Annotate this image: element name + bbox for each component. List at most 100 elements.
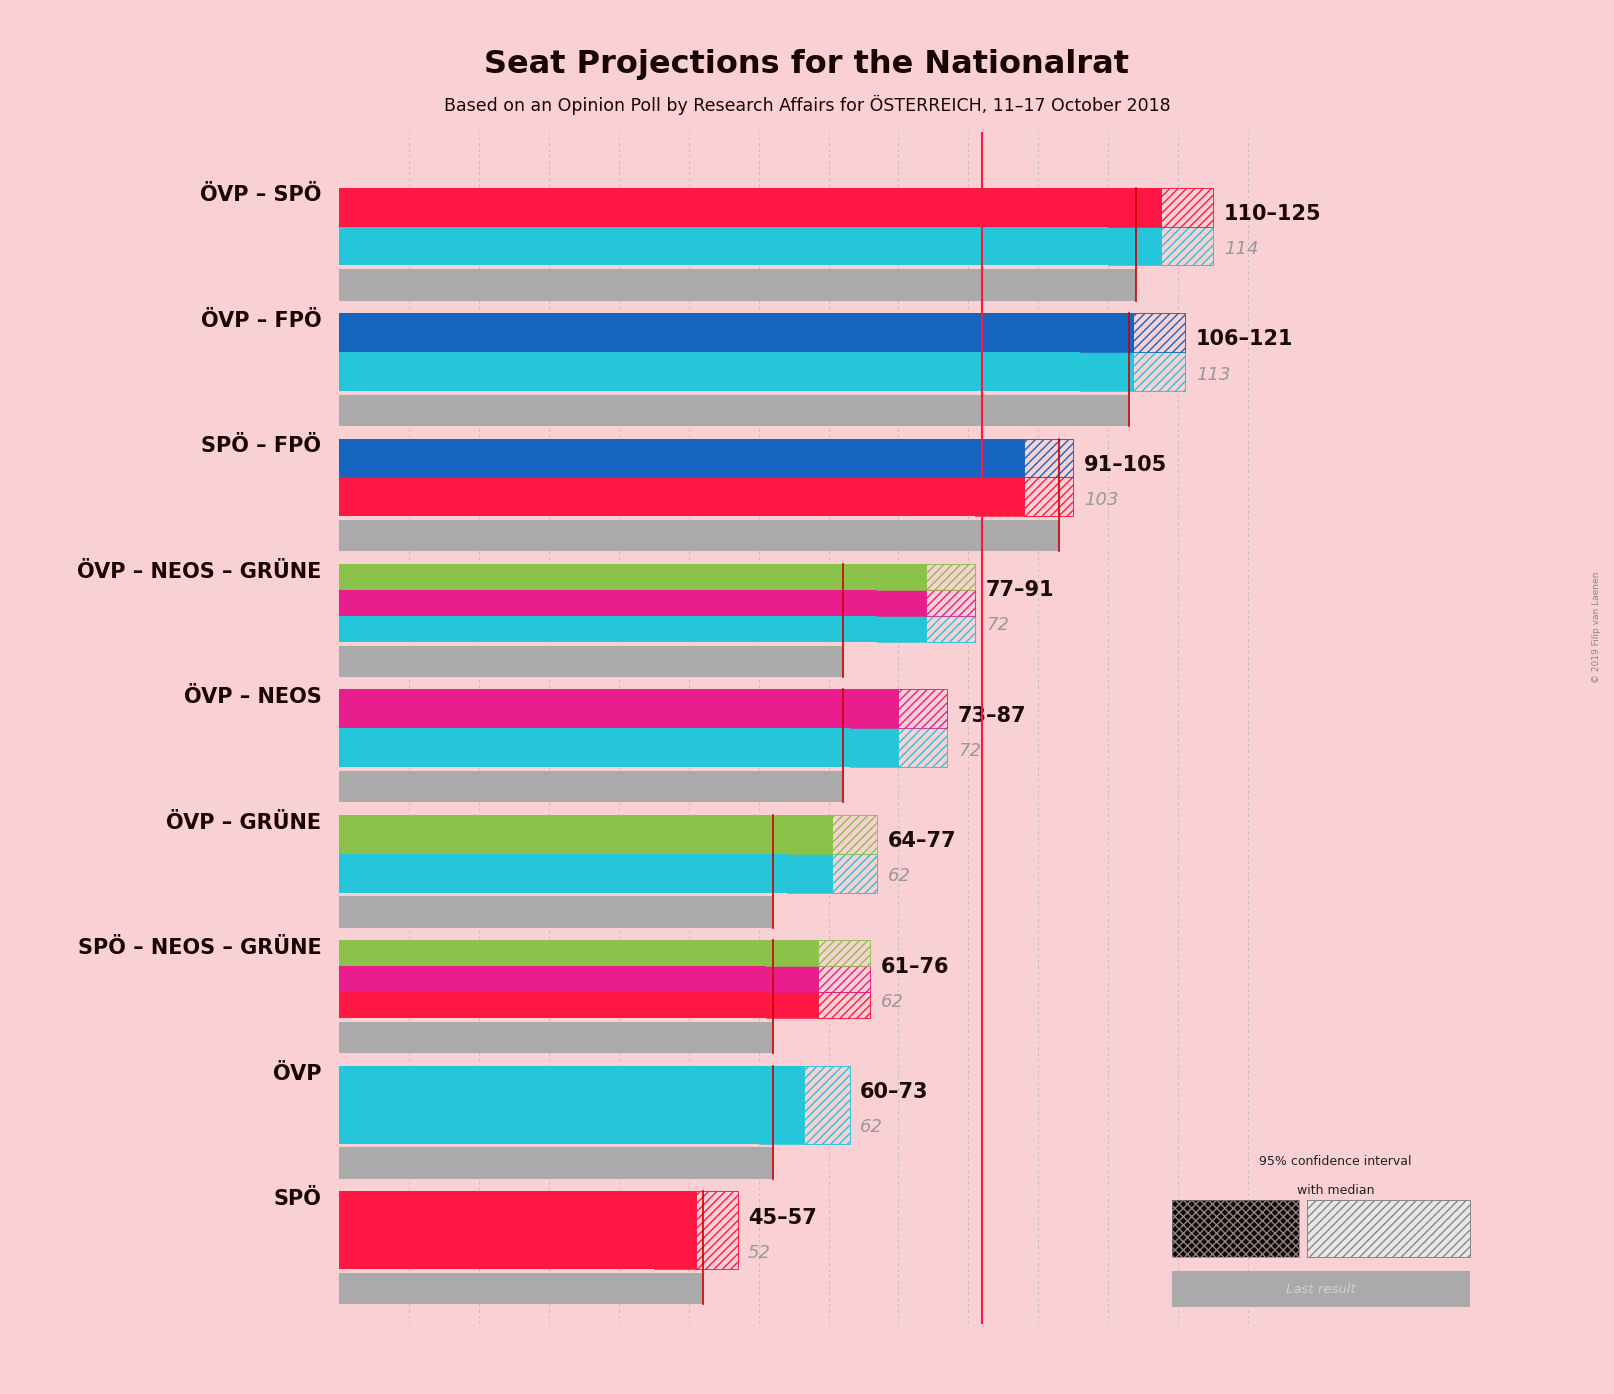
Bar xyxy=(849,729,899,767)
Bar xyxy=(1133,314,1185,353)
Bar xyxy=(1080,314,1133,353)
Bar xyxy=(878,590,926,616)
Text: ÖVP – NEOS – GRÜNE: ÖVP – NEOS – GRÜNE xyxy=(77,562,321,581)
Bar xyxy=(833,815,878,853)
Text: 52: 52 xyxy=(747,1243,771,1262)
Bar xyxy=(1307,1200,1470,1257)
Bar xyxy=(339,353,1080,390)
Text: SPÖ: SPÖ xyxy=(274,1189,321,1209)
Text: 95% confidence interval: 95% confidence interval xyxy=(1259,1156,1412,1168)
Bar xyxy=(926,616,975,641)
Bar xyxy=(339,1147,773,1179)
Text: 113: 113 xyxy=(1196,365,1230,383)
Bar xyxy=(1160,188,1214,226)
Text: SPÖ – FPÖ: SPÖ – FPÖ xyxy=(202,436,321,456)
Bar xyxy=(818,941,870,966)
Bar xyxy=(878,616,926,641)
Bar xyxy=(1133,353,1185,390)
Bar xyxy=(339,896,773,928)
Bar xyxy=(339,590,878,616)
Text: © 2019 Filip van Laenen: © 2019 Filip van Laenen xyxy=(1591,572,1601,683)
Bar xyxy=(339,1273,702,1305)
Bar xyxy=(339,690,849,729)
Bar xyxy=(759,1066,804,1143)
Bar xyxy=(1109,188,1160,226)
Bar xyxy=(818,993,870,1018)
Bar xyxy=(833,815,878,853)
Bar xyxy=(339,188,1109,226)
Bar xyxy=(899,729,947,767)
Text: 62: 62 xyxy=(888,867,910,885)
Bar xyxy=(765,993,818,1018)
Bar xyxy=(899,729,947,767)
Bar xyxy=(804,1066,849,1143)
Bar xyxy=(818,966,870,993)
Text: Last result: Last result xyxy=(1286,1284,1356,1296)
Bar xyxy=(1109,188,1160,226)
Bar xyxy=(1025,439,1073,478)
Bar xyxy=(765,993,818,1018)
Text: 62: 62 xyxy=(881,993,904,1011)
Bar xyxy=(1160,226,1214,265)
Bar xyxy=(786,853,833,892)
Bar xyxy=(1080,353,1133,390)
Bar xyxy=(1109,226,1160,265)
Bar xyxy=(696,1192,738,1269)
Text: SPÖ – NEOS – GRÜNE: SPÖ – NEOS – GRÜNE xyxy=(77,938,321,958)
Bar xyxy=(975,439,1025,478)
Text: 73–87: 73–87 xyxy=(957,705,1027,726)
Text: 45–57: 45–57 xyxy=(747,1207,817,1228)
Bar xyxy=(1160,226,1214,265)
Text: ÖVP – FPÖ: ÖVP – FPÖ xyxy=(200,311,321,330)
Bar xyxy=(696,1192,738,1269)
Bar xyxy=(1160,188,1214,226)
Bar xyxy=(899,690,947,729)
Bar xyxy=(804,1066,849,1143)
Bar xyxy=(339,815,786,853)
Bar xyxy=(878,565,926,590)
Bar xyxy=(1025,439,1073,478)
Bar xyxy=(765,966,818,993)
Bar xyxy=(899,690,947,729)
Bar xyxy=(339,1066,759,1143)
Bar xyxy=(339,616,878,641)
Bar xyxy=(339,395,1130,427)
Bar xyxy=(339,478,975,516)
Bar xyxy=(878,616,926,641)
Text: 114: 114 xyxy=(1223,240,1259,258)
Text: ÖVP – GRÜNE: ÖVP – GRÜNE xyxy=(166,813,321,832)
Bar xyxy=(1172,1200,1299,1257)
Bar xyxy=(1133,353,1185,390)
Bar xyxy=(926,616,975,641)
Bar xyxy=(833,853,878,892)
Bar xyxy=(1080,353,1133,390)
Text: 91–105: 91–105 xyxy=(1085,454,1167,475)
Bar xyxy=(339,771,843,803)
Bar xyxy=(339,729,849,767)
Bar xyxy=(975,478,1025,516)
Bar xyxy=(849,690,899,729)
Bar xyxy=(339,314,1080,353)
Bar xyxy=(1172,1200,1299,1257)
Bar xyxy=(759,1066,804,1143)
Bar xyxy=(339,645,843,677)
Text: ÖVP – NEOS: ÖVP – NEOS xyxy=(184,687,321,707)
Bar xyxy=(1109,226,1160,265)
Bar xyxy=(339,565,878,590)
Bar xyxy=(786,815,833,853)
Text: 62: 62 xyxy=(860,1118,883,1136)
Bar xyxy=(339,269,1136,301)
Bar xyxy=(339,226,1109,265)
Bar xyxy=(975,439,1025,478)
Bar xyxy=(339,439,975,478)
Bar xyxy=(1307,1200,1470,1257)
Bar xyxy=(1133,314,1185,353)
Bar xyxy=(849,690,899,729)
Text: 72: 72 xyxy=(957,742,981,760)
Bar xyxy=(926,590,975,616)
Bar xyxy=(654,1192,696,1269)
Bar xyxy=(765,941,818,966)
Bar xyxy=(765,941,818,966)
Text: 106–121: 106–121 xyxy=(1196,329,1293,350)
Text: 103: 103 xyxy=(1085,491,1119,509)
